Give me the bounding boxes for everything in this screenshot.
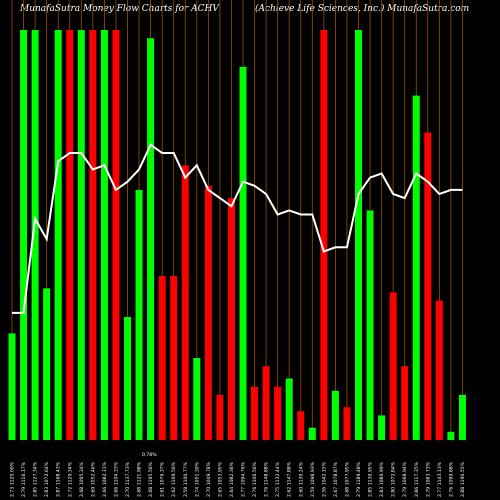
bar — [227, 198, 235, 440]
x-tick-label: 2.61 1076.37% — [160, 461, 166, 497]
bar — [343, 407, 351, 440]
x-tick-label: 2.73 1120.00% — [10, 461, 16, 497]
x-tick-label: 2.56 1042.15% — [321, 461, 327, 497]
x-tick-label: 2.66 1082.31% — [102, 461, 108, 497]
x-tick-label: 2.85 1127.34% — [33, 461, 39, 497]
bar — [458, 394, 466, 440]
x-tick-label: 2.77 1094.76% — [241, 461, 247, 497]
bar — [77, 30, 85, 440]
bar — [204, 185, 212, 440]
bar — [412, 95, 420, 440]
x-tick-label: 2.79 1116.17% — [21, 461, 27, 497]
bar — [181, 165, 189, 441]
x-tick-label: 2.70 1137.73% — [125, 461, 131, 497]
bar — [251, 386, 259, 440]
x-tick-label: 2.68 1095.34% — [79, 461, 85, 497]
bar — [100, 30, 108, 440]
bar — [320, 30, 328, 440]
bar — [389, 292, 397, 440]
x-tick-label: 2.58 1100.77% — [183, 461, 189, 497]
x-tick-label: 2.68 1077.95% — [344, 461, 350, 497]
line — [12, 143, 463, 314]
bar — [401, 366, 409, 440]
bar — [297, 411, 305, 440]
bar — [366, 210, 374, 440]
bar — [274, 386, 282, 440]
x-tick-label: 2.68 1195.56% — [148, 461, 154, 497]
x-tick-label: 2.76 1148.88% — [264, 461, 270, 497]
x-tick-label: 2.83 1072.64% — [44, 461, 50, 497]
x-tick-label: 2.85 1130.95% — [368, 461, 374, 497]
bar — [193, 358, 201, 440]
x-tick-label: 2.67 1078.87% — [333, 461, 339, 497]
x-tick-label: 2.87 1168.43% — [56, 461, 62, 497]
bar — [8, 333, 16, 440]
x-tick-label: 2.77 1143.13% — [437, 461, 443, 497]
x-tick-label: 2.62 1109.56% — [171, 461, 177, 497]
x-tick-label: 2.76 1106.56% — [252, 461, 258, 497]
bar — [424, 132, 432, 440]
x-tick-label: 2.64 1082.36% — [229, 461, 235, 497]
bar — [54, 30, 62, 440]
bar — [147, 38, 155, 440]
x-tick-label: 2.75 1132.44% — [275, 461, 281, 497]
x-tick-label: 2.70 1049.78% — [206, 461, 212, 497]
bar — [31, 30, 39, 440]
bar — [285, 378, 293, 440]
x-tick-label: 2.88 1190.55% — [460, 461, 466, 497]
bar — [158, 276, 166, 440]
bar — [435, 300, 443, 440]
x-tick-label: 2.83 1089.99% — [379, 461, 385, 497]
bar — [170, 276, 178, 440]
bar — [331, 390, 339, 440]
chart-subtitle: (Achieve Life Sciences, Inc.) MunafaSutr… — [255, 3, 469, 14]
bar — [20, 30, 28, 440]
x-tick-label: 2.80 1072.84% — [391, 461, 397, 497]
x-tick-label: 2.86 1117.35% — [414, 461, 420, 497]
bar — [216, 394, 224, 440]
x-tick-label: 2.79 1189.48% — [356, 461, 362, 497]
bar — [355, 30, 362, 440]
bar — [447, 431, 455, 440]
bar — [43, 288, 51, 440]
x-tick-label: 2.59 1098.93% — [310, 461, 316, 497]
chart-title: MunafaSutra Money Flow Charts for ACHV — [19, 4, 220, 14]
x-tick-label: 2.72 1129.34% — [67, 461, 73, 497]
x-tick-label: 2.65 1053.95% — [217, 461, 223, 497]
x-tick-label: 2.62 1147.88% — [287, 461, 293, 497]
x-tick-label: 2.60 1130.24% — [298, 461, 304, 497]
bar — [112, 30, 120, 440]
x-tick-label: 2.69 1052.46% — [90, 461, 96, 497]
bar — [308, 427, 316, 440]
bar — [262, 366, 270, 440]
x-tick-label: 2.66 1104.33% — [113, 461, 119, 497]
bar — [89, 30, 97, 440]
bar — [66, 30, 74, 440]
x-tick-label: 2.79 1068.94% — [402, 461, 408, 497]
bar — [239, 66, 247, 441]
note: 0.78% — [142, 452, 157, 458]
x-tick-label: 2.68 1121.98% — [137, 461, 143, 497]
bar — [378, 415, 386, 440]
bar — [124, 317, 131, 440]
x-tick-label: 2.79 1083.73% — [425, 461, 431, 497]
x-tick-label: 2.74 1051.30% — [194, 461, 200, 497]
x-tick-label: 2.76 1099.88% — [448, 461, 454, 497]
bar — [135, 189, 143, 440]
